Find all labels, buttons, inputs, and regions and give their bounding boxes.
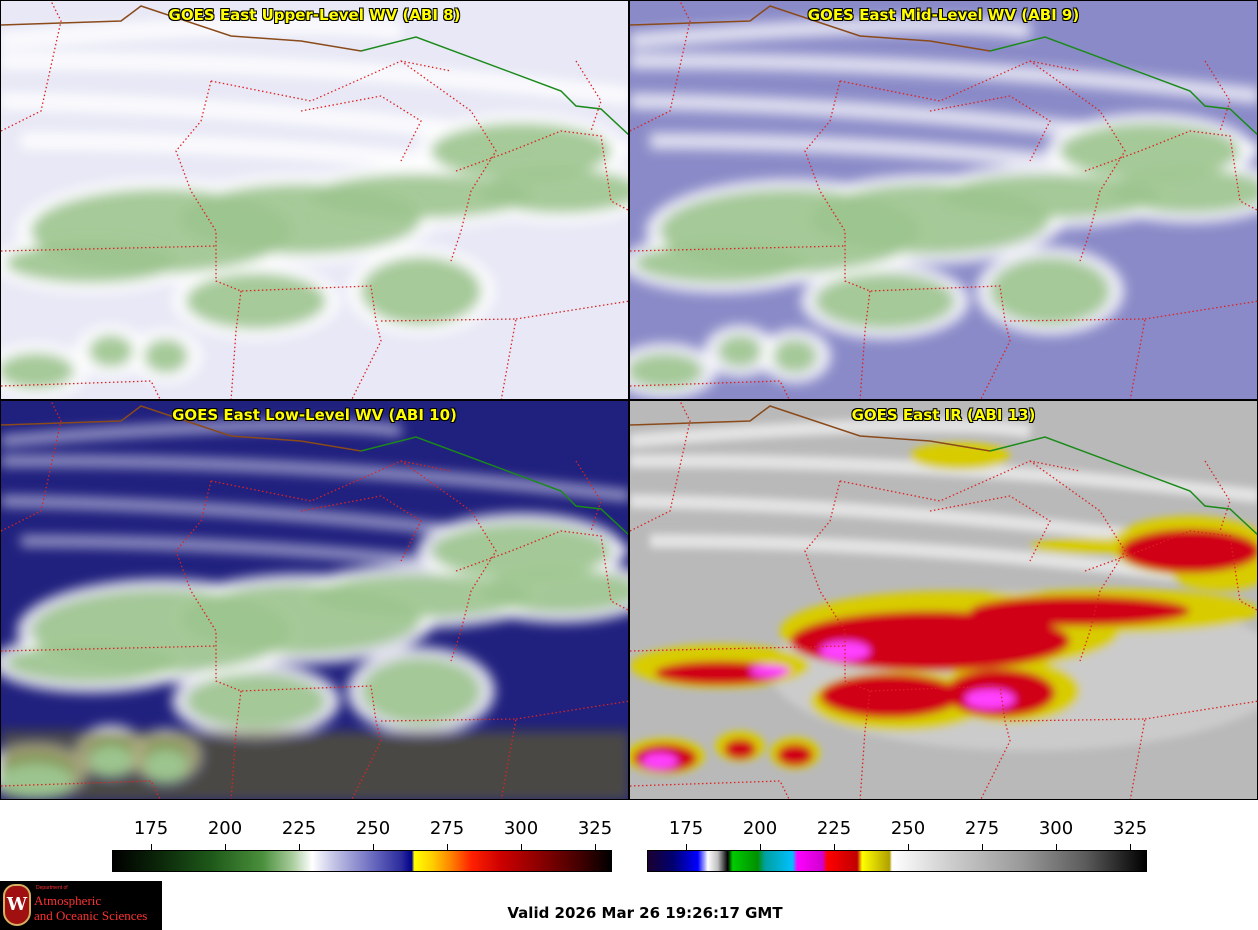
wv-low-image	[1, 401, 628, 799]
tick-mark	[834, 844, 835, 850]
tick-label: 325	[1112, 818, 1148, 839]
tick-mark	[908, 844, 909, 850]
logo-department: Department of	[36, 885, 68, 891]
logo-line2: and Oceanic Sciences	[34, 908, 148, 923]
tick-label: 275	[429, 818, 465, 839]
tick-mark	[760, 844, 761, 850]
tick-label: 225	[281, 818, 317, 839]
tick-mark	[447, 844, 448, 850]
panel-title: GOES East IR (ABI 13)	[851, 406, 1036, 424]
tick-mark	[982, 844, 983, 850]
tick-mark	[1130, 844, 1131, 850]
tick-label: 250	[890, 818, 926, 839]
tick-label: 200	[742, 818, 778, 839]
tick-label: 200	[207, 818, 243, 839]
tick-label: 250	[355, 818, 391, 839]
colorbar-gradient	[112, 850, 612, 872]
tick-mark	[373, 844, 374, 850]
colorbar-ticks: 175 200 225 250 275 300 325	[112, 812, 612, 842]
uw-crest-icon: W	[3, 884, 31, 926]
tick-label: 175	[133, 818, 169, 839]
aos-logo: W Department of Atmospheric and Oceanic …	[0, 881, 162, 930]
tick-label: 275	[964, 818, 1000, 839]
tick-mark	[299, 844, 300, 850]
tick-mark	[1056, 844, 1057, 850]
panel-title: GOES East Low-Level WV (ABI 10)	[172, 406, 457, 424]
tick-mark	[595, 844, 596, 850]
logo-line1: Atmospheric	[34, 893, 102, 908]
panel-low-level-wv: GOES East Low-Level WV (ABI 10)	[0, 400, 629, 800]
panel-title: GOES East Upper-Level WV (ABI 8)	[168, 6, 461, 24]
ir-image	[630, 401, 1257, 799]
colorbar-ir: 175 200 225 250 275 300 325	[647, 812, 1147, 874]
panel-title: GOES East Mid-Level WV (ABI 9)	[807, 6, 1080, 24]
tick-label: 325	[577, 818, 613, 839]
tick-label: 175	[668, 818, 704, 839]
colorbar-ticks: 175 200 225 250 275 300 325	[647, 812, 1147, 842]
colorbar-gradient	[647, 850, 1147, 872]
crest-letter: W	[6, 894, 28, 915]
panel-mid-level-wv: GOES East Mid-Level WV (ABI 9)	[629, 0, 1258, 400]
tick-mark	[521, 844, 522, 850]
tick-mark	[225, 844, 226, 850]
wv-mid-image	[630, 1, 1257, 399]
tick-label: 225	[816, 818, 852, 839]
tick-label: 300	[503, 818, 539, 839]
tick-label: 300	[1038, 818, 1074, 839]
valid-time: Valid 2026 Mar 26 19:26:17 GMT	[507, 904, 783, 922]
tick-mark	[686, 844, 687, 850]
wv-upper-image	[1, 1, 628, 399]
panel-upper-level-wv: GOES East Upper-Level WV (ABI 8)	[0, 0, 629, 400]
tick-mark	[151, 844, 152, 850]
colorbar-wv: 175 200 225 250 275 300 325	[112, 812, 612, 874]
panel-ir: GOES East IR (ABI 13)	[629, 400, 1258, 800]
